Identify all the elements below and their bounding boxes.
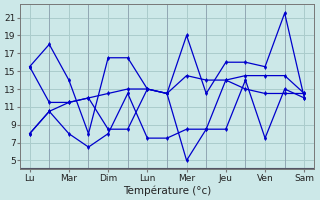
X-axis label: Température (°c): Température (°c)	[123, 185, 211, 196]
